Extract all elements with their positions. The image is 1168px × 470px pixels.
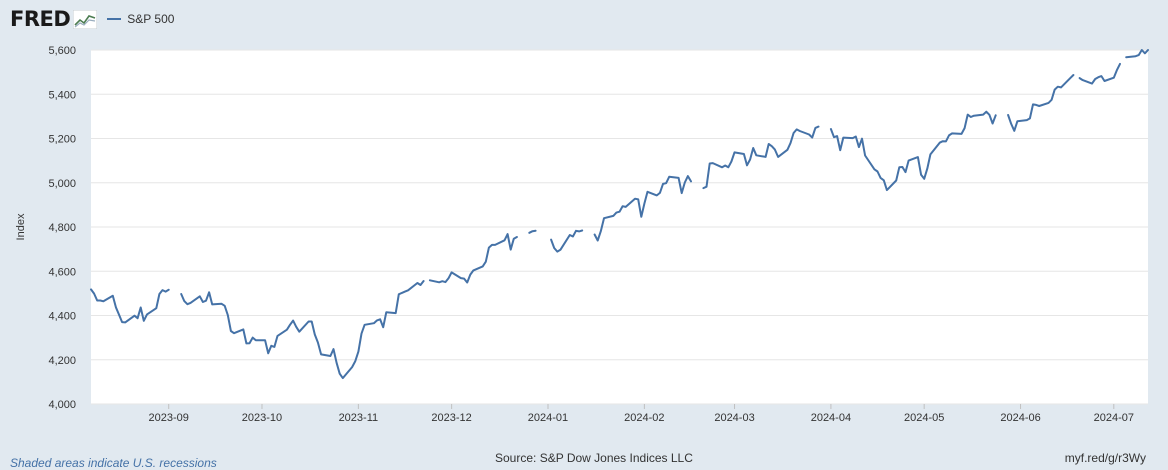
x-axis-tick-labels: 2023-09 2023-10 2023-11 2023-12 2024-01 2024-… [149,404,1134,424]
legend-series-label: S&P 500 [127,12,175,26]
gridlines [91,49,1148,405]
y-tick-label: 5,000 [48,178,76,190]
y-tick-label: 4,600 [48,266,76,278]
y-tick-label: 5,600 [48,45,76,57]
fred-logo[interactable]: FRED [10,7,71,31]
series-line-segment[interactable] [593,175,692,242]
x-tick-label: 2024-01 [528,412,568,424]
y-tick-label: 4,800 [48,222,76,234]
series-s-and-p-500 [90,49,1149,380]
x-tick-label: 2023-11 [339,412,379,424]
x-tick-label: 2023-12 [431,412,471,424]
series-line-segment[interactable] [1078,62,1121,85]
x-tick-label: 2023-10 [242,412,282,424]
header: FRED S&P 500 [10,6,174,32]
chart-legend[interactable]: S&P 500 [107,12,174,26]
x-tick-label: 2024-07 [1094,412,1134,424]
recession-note[interactable]: Shaded areas indicate U.S. recessions [10,456,217,470]
x-tick-label: 2024-03 [714,412,754,424]
x-tick-label: 2024-06 [1000,412,1040,424]
series-line-segment[interactable] [702,125,820,190]
x-tick-label: 2024-04 [811,412,851,424]
fred-graph-icon [73,9,98,29]
short-url[interactable]: myf.red/g/r3Wy [1064,451,1146,465]
source-note: Source: S&P Dow Jones Indices LLC [495,451,693,465]
y-axis-tick-labels: 4,000 4,200 4,400 4,600 4,800 5,000 5,200 5,400… [48,45,76,411]
series-line-segment[interactable] [1007,74,1075,132]
series-line-segment[interactable] [550,229,584,253]
x-tick-label: 2023-09 [149,412,189,424]
series-line-segment[interactable] [1125,49,1149,59]
series-line-segment[interactable] [428,233,518,284]
y-tick-label: 4,000 [48,399,76,411]
x-tick-label: 2024-02 [624,412,664,424]
y-axis-title: Index [15,213,27,240]
legend-swatch [107,18,122,20]
y-tick-label: 5,400 [48,89,76,101]
series-line-segment[interactable] [180,280,425,380]
series-line-segment[interactable] [528,229,537,234]
y-tick-label: 5,200 [48,134,76,146]
x-tick-label: 2024-05 [904,412,944,424]
series-line-segment[interactable] [90,288,170,324]
y-tick-label: 4,200 [48,355,76,367]
series-line-segment[interactable] [829,110,997,192]
y-tick-label: 4,400 [48,311,76,323]
